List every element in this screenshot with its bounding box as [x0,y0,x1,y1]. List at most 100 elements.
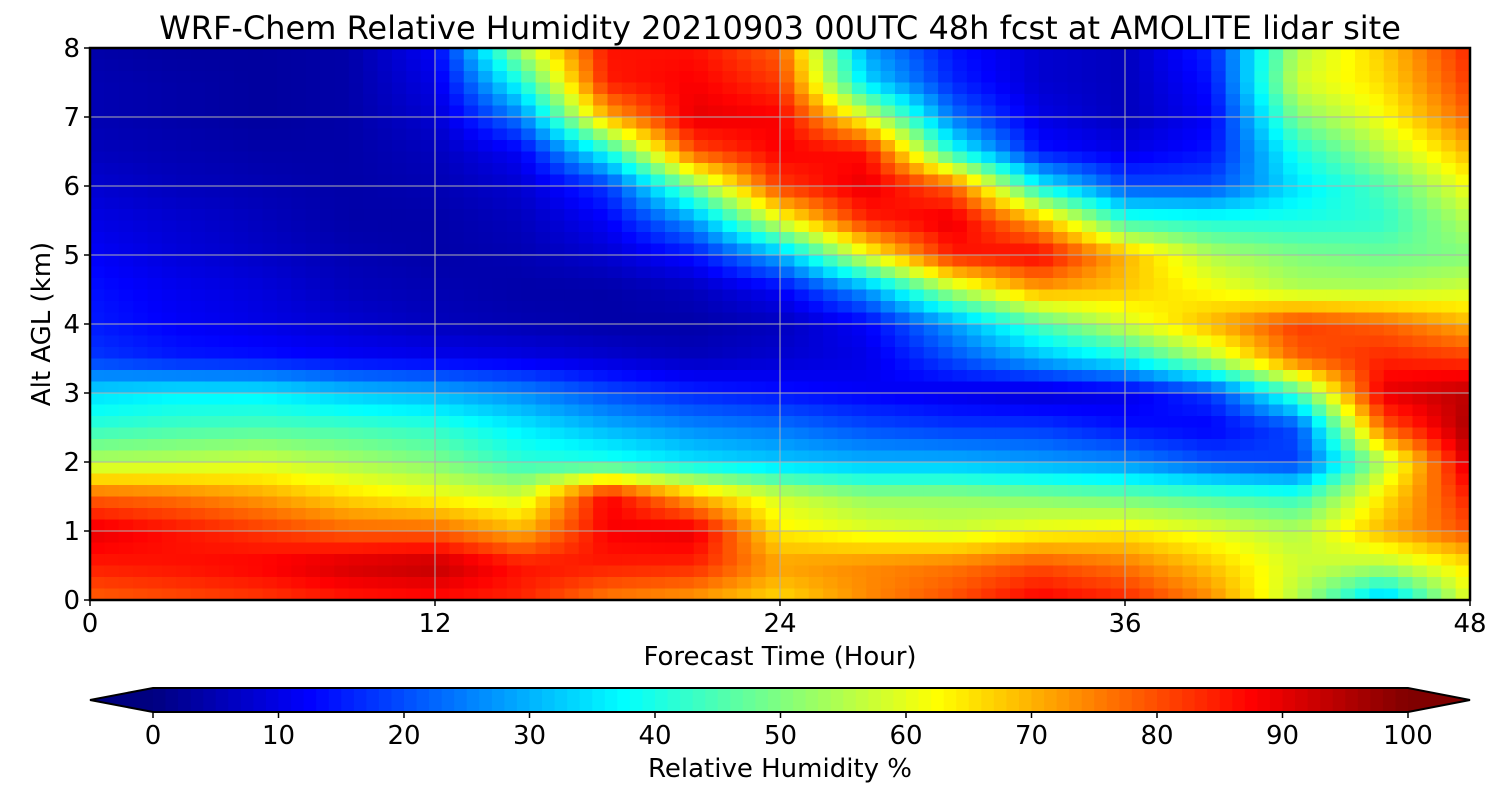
rh-cell [593,232,609,245]
colorbar-segment [1044,688,1058,712]
rh-cell [492,82,508,95]
rh-cell [895,462,910,475]
rh-cell [391,439,407,452]
rh-cell [808,186,824,199]
rh-cell [1053,416,1069,429]
rh-cell [1268,163,1284,176]
rh-cell [391,519,407,532]
x-tick-label: 0 [82,609,99,639]
rh-cell [320,531,335,544]
rh-cell [1441,186,1457,199]
rh-cell [104,59,120,72]
rh-cell [1038,381,1054,394]
rh-cell [593,255,609,268]
rh-cell [1139,105,1155,118]
rh-cell [1311,577,1327,590]
rh-cell [1340,485,1356,498]
rh-cell [823,197,839,210]
rh-cell [262,243,278,256]
rh-cell [1110,94,1126,107]
rh-cell [837,358,853,371]
rh-cell [1196,462,1212,475]
rh-cell [1225,278,1241,291]
rh-cell [1455,393,1471,406]
rh-cell [1211,312,1227,325]
rh-cell [133,289,149,302]
rh-cell [1053,312,1069,325]
rh-cell [851,485,867,498]
rh-cell [995,128,1011,141]
rh-cell [1053,289,1069,302]
rh-cell [276,105,292,118]
rh-cell [1340,71,1356,84]
rh-cell [895,232,910,245]
rh-cell [679,381,695,394]
rh-cell [1125,393,1140,406]
rh-cell [550,347,565,360]
rh-cell [851,324,867,337]
rh-cell [938,554,954,567]
rh-cell [262,140,278,153]
rh-cell [621,105,637,118]
rh-cell [1168,473,1184,486]
rh-cell [693,117,709,130]
rh-cell [1225,347,1241,360]
rh-cell [104,358,120,371]
rh-cell [1297,439,1313,452]
rh-cell [1053,450,1069,463]
rh-cell [1283,186,1299,199]
rh-cell [837,335,853,348]
rh-cell [1196,278,1212,291]
rh-cell [205,565,220,578]
rh-cell [808,301,824,314]
rh-cell [636,174,652,187]
rh-cell [1010,473,1025,486]
rh-cell [880,151,896,164]
rh-cell [1081,243,1097,256]
rh-cell [1110,278,1126,291]
rh-cell [1441,462,1457,475]
rh-cell [808,71,824,84]
rh-cell [1053,174,1069,187]
rh-cell [866,473,882,486]
x-tick-label: 12 [418,609,451,639]
rh-cell [506,59,522,72]
rh-cell [765,485,781,498]
rh-cell [866,358,882,371]
rh-cell [118,473,134,486]
rh-cell [1311,174,1327,187]
rh-cell [1053,151,1069,164]
rh-cell [463,565,479,578]
rh-cell [1412,209,1428,222]
rh-cell [837,381,853,394]
rh-cell [535,59,551,72]
rh-cell [190,496,206,509]
rh-cell [938,71,954,84]
rh-cell [708,473,724,486]
rh-cell [363,496,379,509]
rh-cell [1240,496,1255,509]
rh-cell [1441,59,1457,72]
rh-cell [1369,335,1385,348]
rh-cell [823,531,839,544]
rh-cell [1326,565,1342,578]
rh-cell [1311,393,1327,406]
rh-cell [995,312,1011,325]
rh-cell [1455,577,1471,590]
rh-cell [463,508,479,521]
rh-cell [1268,588,1284,601]
rh-cell [1283,278,1299,291]
rh-cell [291,197,307,210]
rh-cell [1455,473,1471,486]
rh-cell [90,439,105,452]
rh-cell [1398,48,1414,61]
rh-cell [995,370,1011,383]
rh-cell [219,220,235,233]
rh-cell [851,255,867,268]
rh-cell [966,347,982,360]
rh-cell [276,496,292,509]
rh-cell [1024,485,1040,498]
rh-cell [1340,301,1356,314]
rh-cell [1168,462,1184,475]
rh-cell [147,381,163,394]
